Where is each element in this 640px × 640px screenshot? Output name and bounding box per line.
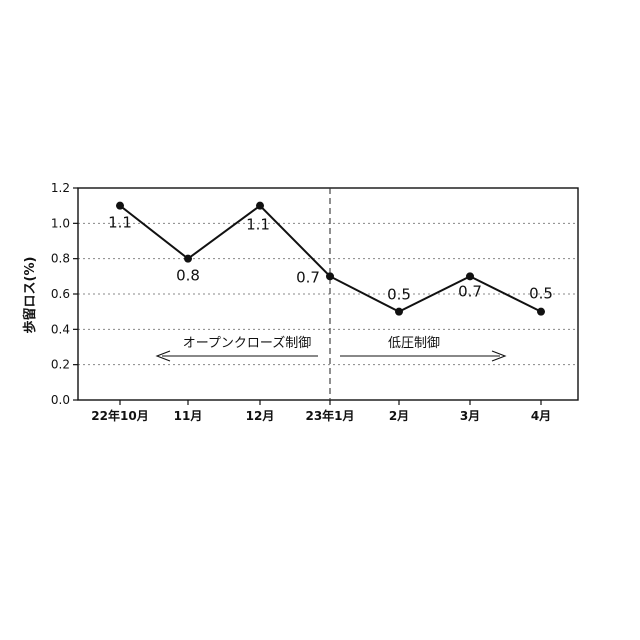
data-label: 1.1 bbox=[108, 214, 132, 232]
x-tick-label: 12月 bbox=[246, 409, 275, 423]
data-label: 0.5 bbox=[529, 285, 553, 303]
left-period-label: オープンクローズ制御 bbox=[183, 335, 312, 351]
y-tick-label: 0.2 bbox=[51, 358, 70, 372]
y-tick-label: 0.8 bbox=[51, 252, 70, 266]
axes bbox=[73, 188, 578, 405]
x-tick-label: 4月 bbox=[531, 409, 551, 423]
data-point bbox=[326, 272, 334, 280]
x-tick-label: 22年10月 bbox=[91, 408, 148, 423]
right-period-label: 低圧制御 bbox=[388, 336, 440, 351]
y-tick-label: 1.0 bbox=[51, 216, 70, 230]
y-tick-label: 0.4 bbox=[51, 322, 70, 336]
x-tick-label: 2月 bbox=[389, 409, 409, 423]
data-label: 0.7 bbox=[296, 268, 320, 286]
data-label: 0.8 bbox=[176, 267, 200, 285]
period-annotations: オープンクローズ制御 低圧制御 bbox=[157, 335, 505, 361]
x-tick-label: 3月 bbox=[460, 409, 480, 423]
x-tick-label: 11月 bbox=[174, 409, 203, 423]
y-tick-label: 1.2 bbox=[51, 181, 70, 195]
y-axis-label: 歩留ロス(%) bbox=[22, 257, 38, 334]
y-tick-label: 0.0 bbox=[51, 393, 70, 407]
x-tick-labels: 22年10月 11月 12月 23年1月 2月 3月 4月 bbox=[91, 408, 551, 423]
data-point bbox=[116, 202, 124, 210]
grid-lines bbox=[78, 223, 578, 364]
data-label: 1.1 bbox=[246, 216, 270, 234]
data-point bbox=[537, 308, 545, 316]
data-point bbox=[466, 272, 474, 280]
data-label: 0.7 bbox=[458, 282, 482, 300]
y-tick-label: 0.6 bbox=[51, 287, 70, 301]
data-point bbox=[184, 255, 192, 263]
y-tick-labels: 0.0 0.2 0.4 0.6 0.8 1.0 1.2 bbox=[51, 181, 70, 407]
x-tick-label: 23年1月 bbox=[305, 408, 354, 423]
data-point bbox=[256, 202, 264, 210]
data-point bbox=[395, 308, 403, 316]
data-label: 0.5 bbox=[387, 286, 411, 304]
